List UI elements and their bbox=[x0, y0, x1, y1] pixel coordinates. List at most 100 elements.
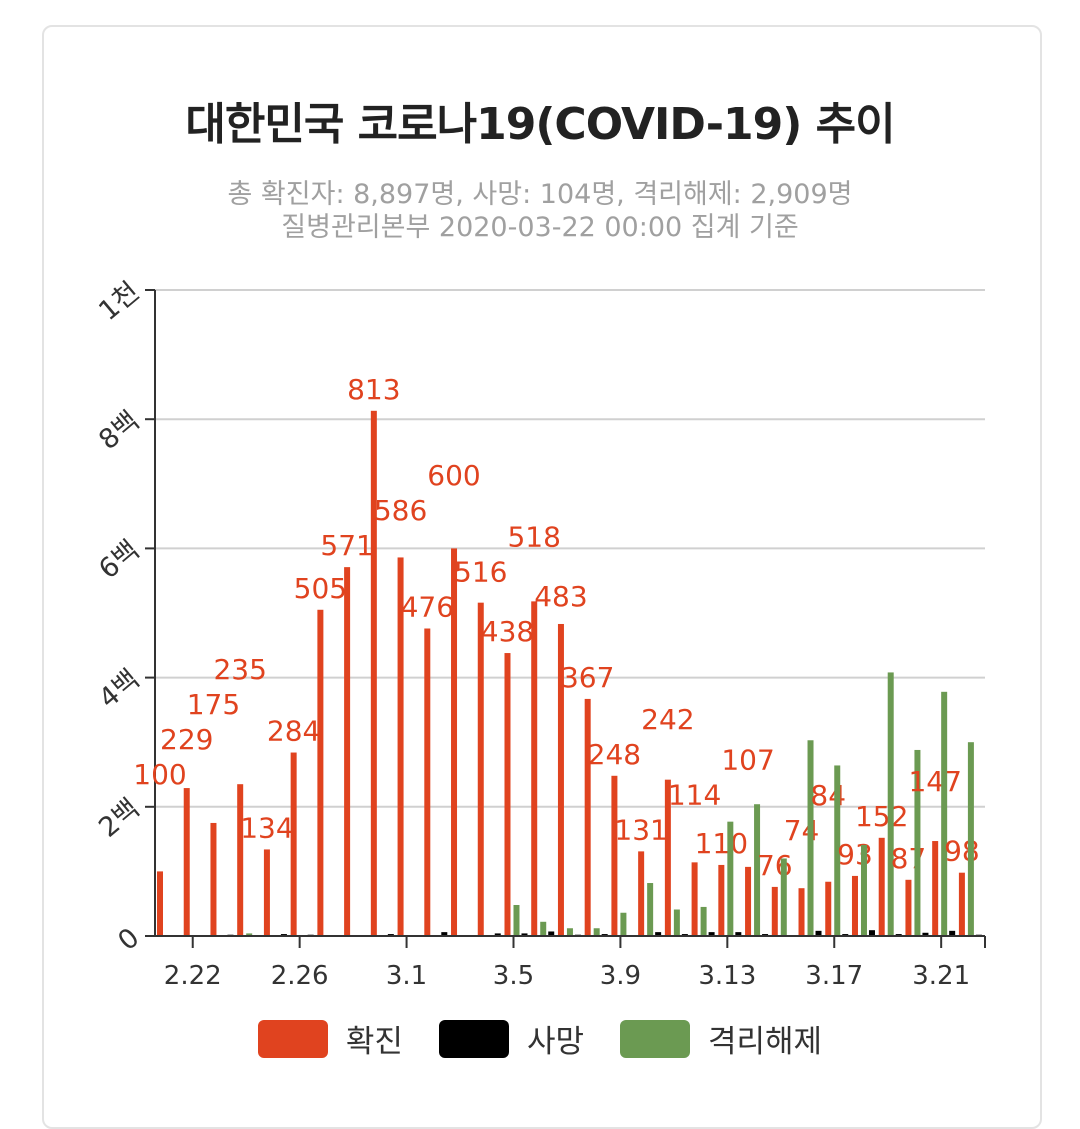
bar-recovered bbox=[647, 883, 654, 936]
data-label: 476 bbox=[401, 591, 454, 624]
bar-confirmed bbox=[745, 866, 752, 936]
x-tick-label: 3.17 bbox=[805, 961, 863, 991]
legend-label: 확진 bbox=[345, 1024, 403, 1060]
data-label: 87 bbox=[891, 842, 927, 875]
bar-recovered bbox=[914, 749, 921, 936]
x-tick-label: 2.26 bbox=[271, 961, 329, 991]
legend-item-recovered[interactable]: 격리해제 bbox=[620, 1016, 822, 1061]
bar-confirmed bbox=[424, 628, 431, 936]
data-label: 571 bbox=[320, 529, 373, 562]
bar-confirmed bbox=[878, 837, 885, 936]
data-label: 114 bbox=[668, 778, 721, 811]
legend-swatch bbox=[257, 1019, 328, 1058]
bar-confirmed bbox=[851, 875, 858, 936]
bar-deaths bbox=[708, 932, 715, 936]
data-label: 235 bbox=[213, 653, 266, 686]
bar-confirmed bbox=[344, 567, 351, 936]
bar-recovered bbox=[860, 844, 867, 936]
bar-confirmed bbox=[237, 784, 244, 936]
data-label: 147 bbox=[908, 765, 961, 798]
bar-recovered bbox=[593, 928, 600, 936]
bar-deaths bbox=[655, 932, 662, 936]
bar-deaths bbox=[815, 930, 822, 936]
bar-confirmed bbox=[691, 862, 698, 936]
bar-recovered bbox=[967, 742, 974, 936]
data-label: 813 bbox=[347, 373, 400, 406]
bar-confirmed bbox=[263, 849, 270, 936]
legend-item-confirmed[interactable]: 확진 bbox=[257, 1016, 403, 1061]
data-label: 516 bbox=[454, 556, 507, 589]
bar-recovered bbox=[727, 821, 734, 936]
data-label: 586 bbox=[374, 494, 427, 527]
bar-recovered bbox=[834, 765, 841, 936]
bar-confirmed bbox=[477, 602, 484, 936]
bar-deaths bbox=[949, 930, 956, 936]
bar-recovered bbox=[246, 933, 253, 936]
bar-confirmed bbox=[557, 623, 564, 936]
y-tick-label: 6백 bbox=[93, 535, 145, 586]
data-label: 284 bbox=[267, 715, 320, 748]
chart-subtitle-source: 질병관리본부 2020-03-22 00:00 집계 기준 bbox=[281, 212, 799, 243]
data-label: 93 bbox=[837, 838, 873, 871]
bar-confirmed bbox=[905, 879, 912, 936]
bar-recovered bbox=[941, 691, 948, 936]
data-label: 175 bbox=[187, 688, 240, 721]
bar-confirmed bbox=[638, 851, 645, 936]
legend-item-deaths[interactable]: 사망 bbox=[438, 1016, 584, 1061]
data-label: 110 bbox=[695, 827, 748, 860]
data-label: 248 bbox=[588, 738, 641, 771]
bar-deaths bbox=[521, 933, 528, 936]
data-label: 74 bbox=[784, 814, 820, 847]
bar-confirmed bbox=[183, 788, 190, 936]
data-label: 438 bbox=[481, 615, 534, 648]
legend-label: 사망 bbox=[526, 1024, 584, 1060]
x-tick-label: 2.22 bbox=[164, 961, 222, 991]
bar-recovered bbox=[780, 858, 787, 936]
legend-label: 격리해제 bbox=[708, 1024, 823, 1060]
bar-confirmed bbox=[531, 601, 538, 936]
data-label: 242 bbox=[641, 703, 694, 736]
data-label: 600 bbox=[427, 459, 480, 492]
x-tick-label: 3.1 bbox=[386, 961, 427, 991]
data-label: 134 bbox=[240, 811, 293, 844]
data-label: 483 bbox=[534, 580, 587, 613]
bar-confirmed bbox=[664, 779, 671, 936]
bar-confirmed bbox=[451, 548, 458, 936]
chart-card bbox=[42, 25, 1042, 1129]
bar-deaths bbox=[441, 932, 448, 936]
bar-confirmed bbox=[317, 609, 324, 936]
bar-confirmed bbox=[958, 872, 965, 936]
x-tick-label: 3.21 bbox=[912, 961, 970, 991]
bar-deaths bbox=[868, 930, 875, 936]
bar-recovered bbox=[754, 804, 761, 936]
bar-recovered bbox=[700, 906, 707, 936]
data-label: 107 bbox=[721, 743, 774, 776]
bar-confirmed bbox=[798, 888, 805, 936]
bar-confirmed bbox=[370, 410, 377, 936]
data-label: 152 bbox=[855, 800, 908, 833]
bar-recovered bbox=[513, 904, 520, 936]
data-label: 518 bbox=[507, 521, 560, 554]
data-label: 229 bbox=[160, 723, 213, 756]
bar-recovered bbox=[673, 909, 680, 936]
bar-confirmed bbox=[771, 886, 778, 936]
y-tick-label: 0 bbox=[112, 922, 145, 957]
data-label: 100 bbox=[133, 758, 186, 791]
legend: 확진 사망 격리해제 bbox=[0, 1016, 1080, 1061]
bar-confirmed bbox=[397, 557, 404, 936]
data-label: 98 bbox=[944, 835, 980, 868]
legend-swatch bbox=[438, 1019, 509, 1058]
bar-deaths bbox=[735, 932, 742, 936]
bar-confirmed bbox=[504, 653, 511, 936]
bar-confirmed bbox=[290, 752, 297, 936]
data-label: 505 bbox=[294, 572, 347, 605]
data-label: 84 bbox=[810, 779, 846, 812]
x-tick-label: 3.13 bbox=[698, 961, 756, 991]
legend-swatch bbox=[620, 1019, 690, 1058]
y-tick-label: 2백 bbox=[93, 793, 145, 844]
bar-confirmed bbox=[825, 881, 832, 936]
bar-confirmed bbox=[932, 841, 939, 936]
y-tick-label: 4백 bbox=[93, 664, 145, 715]
x-tick-label: 3.9 bbox=[600, 961, 641, 991]
